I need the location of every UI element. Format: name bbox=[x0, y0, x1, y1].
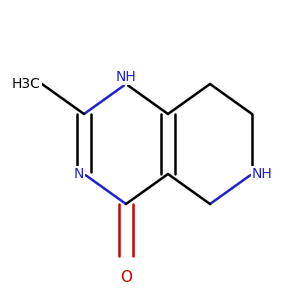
Text: H3C: H3C bbox=[12, 77, 41, 91]
Text: NH: NH bbox=[116, 70, 136, 84]
Text: N: N bbox=[74, 167, 84, 181]
Text: O: O bbox=[120, 270, 132, 285]
Text: NH: NH bbox=[252, 167, 273, 181]
